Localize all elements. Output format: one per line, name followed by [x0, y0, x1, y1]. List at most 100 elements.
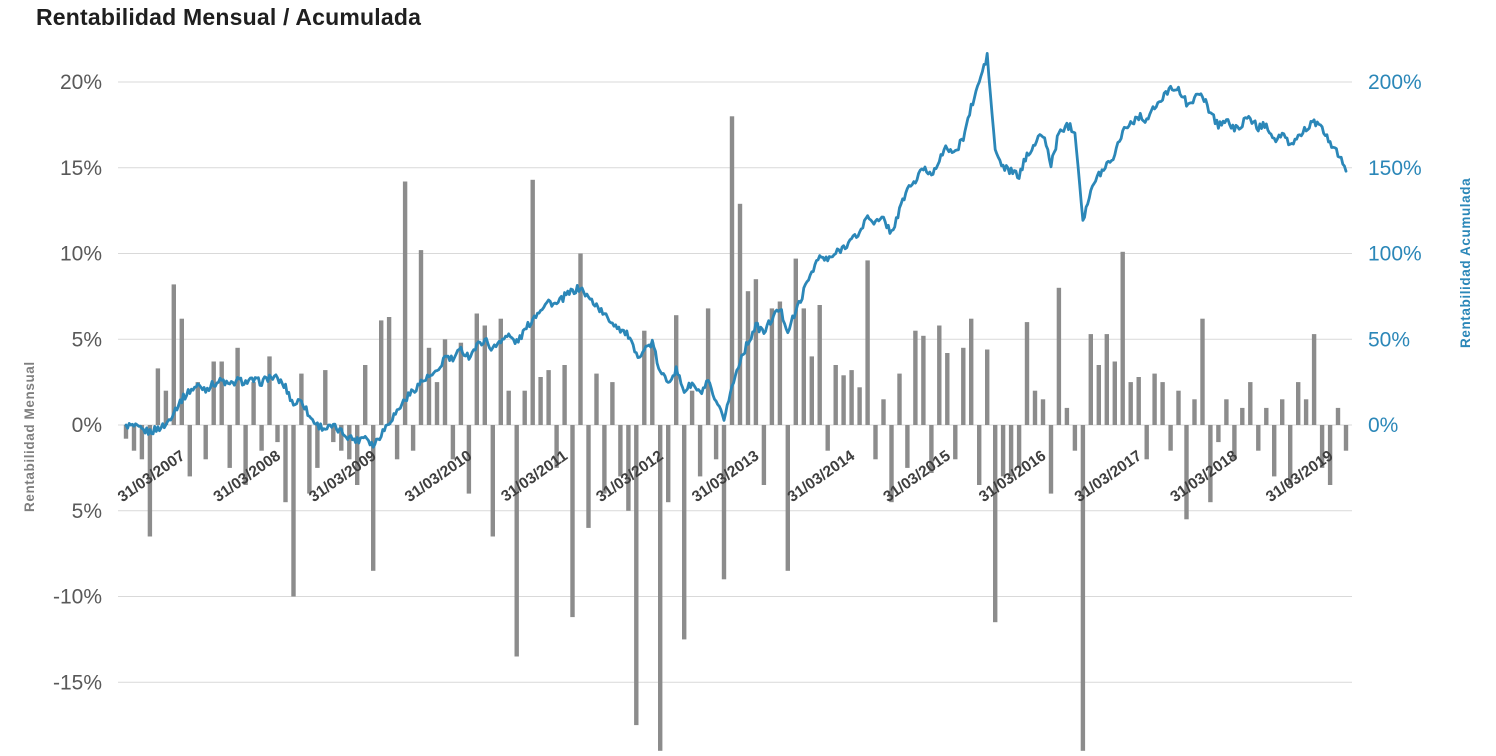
bar	[1232, 425, 1237, 460]
right-axis-tick-label: 100%	[1368, 243, 1422, 266]
bar	[849, 370, 854, 425]
bar	[1192, 399, 1197, 425]
bar	[466, 425, 472, 494]
bar	[243, 425, 248, 485]
bar	[123, 425, 129, 439]
bar	[1144, 425, 1149, 460]
bar	[977, 425, 982, 485]
bar	[793, 258, 798, 425]
bar	[1024, 322, 1030, 425]
bar	[1208, 425, 1213, 503]
bar	[418, 250, 424, 425]
bar	[865, 260, 870, 425]
bar	[379, 320, 384, 425]
bar	[937, 325, 942, 425]
bar	[1240, 407, 1245, 425]
bar	[530, 179, 535, 425]
bar	[187, 425, 192, 477]
bar	[490, 425, 495, 537]
bar	[945, 353, 950, 425]
bar	[697, 425, 703, 477]
bar	[482, 325, 487, 425]
bar	[1048, 425, 1054, 494]
bar	[1040, 399, 1046, 425]
bar	[993, 425, 998, 623]
bar	[347, 425, 352, 460]
bar	[426, 347, 432, 425]
bar	[1303, 399, 1309, 425]
bar	[634, 425, 639, 726]
bar	[913, 330, 918, 425]
bar	[666, 425, 671, 503]
bar	[1280, 399, 1285, 425]
bar	[442, 339, 448, 426]
bar	[594, 373, 599, 425]
bar	[578, 253, 583, 425]
left-axis-title: Rentabilidad Mensual	[22, 361, 37, 512]
bar	[1000, 425, 1006, 477]
bar	[1072, 425, 1078, 451]
bar	[131, 425, 137, 451]
bar	[1200, 318, 1205, 425]
bar	[147, 425, 153, 537]
x-axis-tick-label: 31/03/2010	[402, 447, 475, 505]
bar	[658, 425, 663, 751]
bar	[921, 335, 926, 425]
bar	[474, 313, 479, 425]
bar	[1256, 425, 1261, 451]
bar	[1327, 425, 1333, 485]
bar	[1176, 390, 1181, 425]
bar	[355, 425, 360, 485]
bar	[953, 425, 958, 460]
right-axis-tick-label: 150%	[1368, 157, 1422, 180]
x-axis-tick-label: 31/03/2018	[1167, 447, 1241, 506]
bar	[458, 342, 464, 425]
right-axis-title: Rentabilidad Acumulada	[1458, 178, 1473, 348]
bar	[889, 425, 894, 503]
bar	[721, 425, 727, 580]
bar	[498, 318, 503, 425]
bar	[1096, 365, 1101, 425]
bar	[1224, 399, 1229, 425]
bar	[897, 373, 902, 425]
bar	[753, 279, 759, 425]
left-axis-tick-label: -15%	[53, 671, 102, 694]
bar	[769, 308, 775, 425]
bar	[1056, 287, 1062, 425]
bar	[1272, 425, 1277, 477]
bar	[682, 425, 687, 640]
bar	[745, 291, 751, 425]
bar	[969, 318, 974, 425]
bar	[402, 181, 408, 425]
bar	[777, 301, 783, 425]
bar	[761, 425, 767, 485]
bar	[1152, 373, 1157, 425]
bar	[1088, 334, 1093, 425]
bar	[195, 382, 200, 425]
bar	[905, 425, 910, 468]
bar	[227, 425, 232, 468]
right-axis-tick-label: 0%	[1368, 414, 1398, 437]
bar	[626, 425, 631, 511]
left-axis-tick-label: 10%	[60, 243, 102, 266]
bar	[961, 347, 966, 425]
bar	[275, 425, 280, 443]
bar	[434, 382, 440, 425]
bar	[1104, 334, 1109, 425]
bar	[307, 425, 312, 494]
right-axis-tick-labels: 200% 150% 100% 50% 0%	[1368, 71, 1422, 437]
bar	[386, 317, 392, 425]
accumulated-line	[124, 52, 1348, 449]
bar	[857, 387, 862, 425]
left-axis-tick-label: 0%	[72, 414, 102, 437]
right-axis-tick-label: 50%	[1368, 328, 1410, 351]
bar	[363, 365, 368, 425]
bar	[1168, 425, 1173, 451]
accumulated-return-line	[124, 52, 1348, 449]
bar	[985, 349, 990, 425]
left-axis-tick-label: -10%	[53, 586, 102, 609]
bar	[1216, 425, 1221, 443]
chart-title: Rentabilidad Mensual / Acumulada	[36, 4, 422, 30]
bar	[1264, 407, 1269, 425]
bar	[1008, 425, 1014, 477]
